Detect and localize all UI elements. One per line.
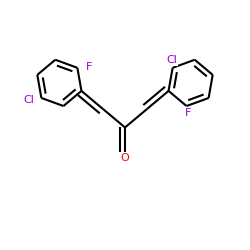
Text: Cl: Cl [166,56,177,66]
Text: O: O [120,153,130,164]
Text: F: F [184,108,191,118]
Text: Cl: Cl [23,96,34,106]
Text: F: F [86,62,92,72]
